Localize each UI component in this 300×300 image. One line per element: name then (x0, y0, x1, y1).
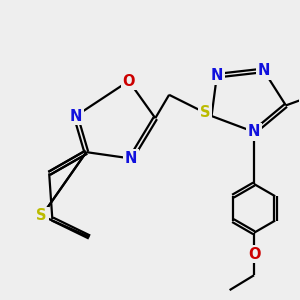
Text: O: O (122, 74, 135, 88)
Text: O: O (248, 247, 260, 262)
Text: S: S (200, 105, 210, 120)
Text: N: N (125, 151, 137, 166)
Text: N: N (70, 109, 82, 124)
Text: N: N (211, 68, 223, 83)
Text: N: N (248, 124, 260, 140)
Text: S: S (37, 208, 47, 223)
Text: N: N (257, 63, 270, 78)
